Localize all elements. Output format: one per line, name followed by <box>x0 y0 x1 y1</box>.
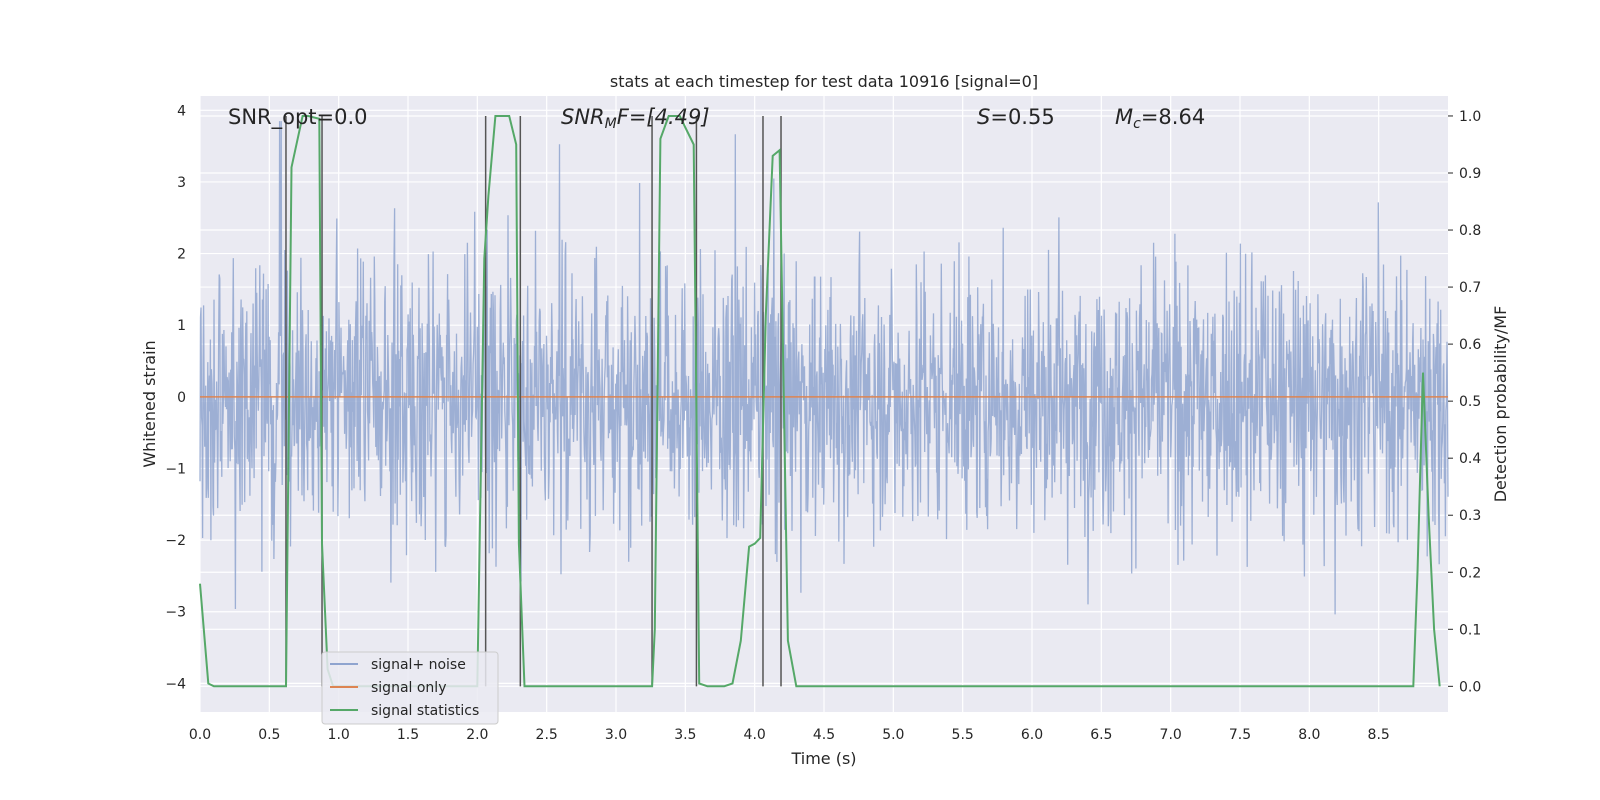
y-axis-ticks: 4 3 2 1 0 −1 −2 −3 −4 <box>165 103 186 692</box>
y-tick-label: −2 <box>165 533 186 549</box>
snr-mf-label: SNR <box>561 105 605 129</box>
x-axis-label: Time (s) <box>790 749 856 768</box>
snr-mf-tail: F=[4.49] <box>617 105 710 129</box>
legend: signal+ noise signal only signal statist… <box>321 651 499 725</box>
annotation-s: S=0.55 <box>977 105 1055 129</box>
legend-box <box>321 651 499 725</box>
annotation-snr-opt: SNR_opt=0.0 <box>228 105 368 130</box>
y2-tick-label: 0.5 <box>1459 394 1481 410</box>
y2-tick-label: 0.6 <box>1459 337 1481 353</box>
x-tick-label: 1.5 <box>397 727 419 743</box>
x-tick-label: 3.0 <box>605 727 627 743</box>
x-tick-label: 4.0 <box>744 727 766 743</box>
legend-label-signal-statistics: signal statistics <box>371 703 479 719</box>
x-tick-label: 7.5 <box>1229 727 1251 743</box>
legend-label-signal-noise: signal+ noise <box>371 657 466 673</box>
s-label: S <box>977 105 990 129</box>
x-tick-label: 0.5 <box>258 727 280 743</box>
y2-tick-label: 0.2 <box>1459 565 1481 581</box>
y2-tick-label: 0.0 <box>1459 679 1481 695</box>
x-tick-label: 5.0 <box>882 727 904 743</box>
series-signal-statistics <box>199 115 1441 688</box>
y-tick-label: 3 <box>177 175 186 191</box>
mc-sub: c <box>1133 116 1141 132</box>
y-tick-label: 2 <box>177 247 186 263</box>
x-tick-label: 8.0 <box>1298 727 1320 743</box>
y-tick-label: −3 <box>165 605 186 621</box>
x-tick-label: 2.5 <box>536 727 558 743</box>
x-tick-label: 0.0 <box>189 727 211 743</box>
y-axis-label: Whitened strain <box>140 340 159 467</box>
s-value: =0.55 <box>990 105 1054 129</box>
x-tick-label: 2.0 <box>466 727 488 743</box>
y2-tick-label: 1.0 <box>1459 109 1481 125</box>
y-tick-label: −4 <box>165 676 186 692</box>
y2-axis-label: Detection probability/MF <box>1491 306 1510 503</box>
y-tick-label: 4 <box>177 103 186 119</box>
y2-axis-ticks: 1.0 0.9 0.8 0.7 0.6 0.5 0.4 0.3 0.2 0.1 0.0 <box>1448 109 1481 695</box>
x-tick-label: 5.5 <box>952 727 974 743</box>
y2-tick-label: 0.8 <box>1459 223 1481 239</box>
legend-label-signal-only: signal only <box>371 680 446 696</box>
x-tick-label: 3.5 <box>674 727 696 743</box>
y2-tick-label: 0.7 <box>1459 280 1481 296</box>
y2-tick-label: 0.3 <box>1459 508 1481 524</box>
mc-label: M <box>1115 105 1133 129</box>
y-tick-label: 0 <box>177 390 186 406</box>
x-tick-label: 6.0 <box>1021 727 1043 743</box>
series-signal-noise <box>199 121 1449 615</box>
annotation-snr-mf: SNRMF=[4.49] <box>561 105 710 132</box>
y-tick-label: −1 <box>165 461 186 477</box>
x-tick-label: 1.0 <box>328 727 350 743</box>
annotation-mc: Mc=8.64 <box>1115 105 1205 132</box>
mc-value: =8.64 <box>1141 105 1205 129</box>
noise-trace <box>199 121 1449 615</box>
y2-tick-label: 0.4 <box>1459 451 1481 467</box>
x-tick-label: 8.5 <box>1368 727 1390 743</box>
x-tick-label: 4.5 <box>813 727 835 743</box>
y2-tick-label: 0.9 <box>1459 166 1481 182</box>
chart-title: stats at each timestep for test data 109… <box>610 72 1038 91</box>
y-tick-label: 1 <box>177 318 186 334</box>
y2-tick-label: 0.1 <box>1459 622 1481 638</box>
statistics-line <box>199 115 1441 688</box>
x-axis-ticks: 0.0 0.5 1.0 1.5 2.0 2.5 3.0 3.5 4.0 4.5 5.0 5.5 6.0 6… <box>189 727 1390 743</box>
snr-mf-sub: M <box>605 116 617 132</box>
x-tick-label: 7.0 <box>1160 727 1182 743</box>
x-tick-label: 6.5 <box>1090 727 1112 743</box>
